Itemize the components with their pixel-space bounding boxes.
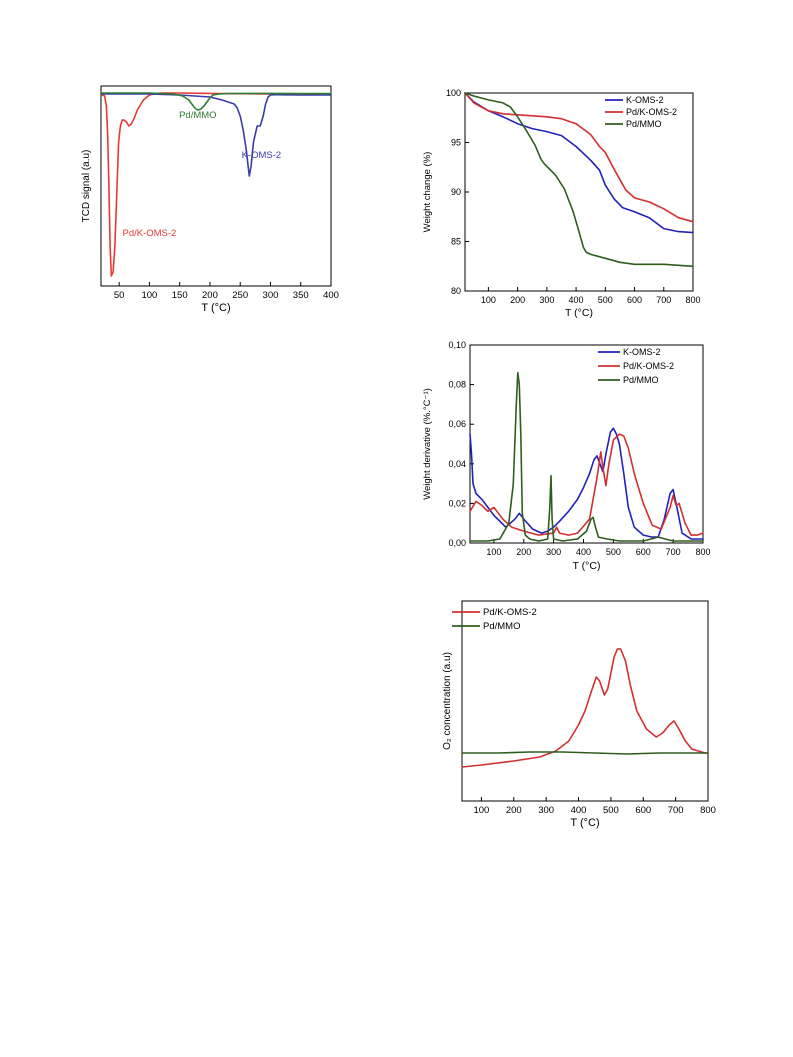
x-tick-label: 800 xyxy=(695,547,710,557)
x-tick-label: 200 xyxy=(516,547,531,557)
y-tick-label: 0,00 xyxy=(448,538,466,548)
legend-label: Pd/MMO xyxy=(623,375,659,385)
y-tick-label: 0,10 xyxy=(448,340,466,350)
y-tick-label: 100 xyxy=(446,88,461,98)
chart-tga: 100 200 300 400 500 600 700 800 80 85 90 95 100 T (°C… xyxy=(420,85,710,330)
x-tick-label: 350 xyxy=(293,290,309,301)
series-line-1 xyxy=(464,92,694,223)
legend-label: K-OMS-2 xyxy=(626,95,664,105)
y-tick-label: 90 xyxy=(451,187,461,197)
plot-frame xyxy=(461,600,709,802)
y-tick-label: 0,04 xyxy=(448,459,466,469)
x-axis-label: T (°C) xyxy=(573,560,601,572)
dtg-plot: 100 200 300 400 500 600 700 800 0,00 0,02 0,04 0,06… xyxy=(422,340,711,572)
x-tick-label: 500 xyxy=(606,547,621,557)
x-tick-label: 50 xyxy=(114,290,125,301)
chart-o2: 100 200 300 400 500 600 700 800 T (°C) O₂ concent… xyxy=(440,593,720,843)
x-axis-label: T (°C) xyxy=(570,817,599,829)
tpr-plot: 50 100 150 200 250 300 350 400 T (°C) TCD signal … xyxy=(81,85,339,314)
series-line-0 xyxy=(461,648,709,768)
x-tick-label: 300 xyxy=(539,295,554,305)
x-tick-label: 100 xyxy=(486,547,501,557)
x-tick-label: 700 xyxy=(666,547,681,557)
y-axis-label: Weight change (%) xyxy=(422,152,433,233)
series-line-2 xyxy=(469,371,704,542)
x-tick-label: 200 xyxy=(202,290,218,301)
y-tick-label: 85 xyxy=(451,237,461,247)
y-tick-label: 0,02 xyxy=(448,498,466,508)
series-line-1 xyxy=(469,433,704,536)
annotation-label: Pd/K-OMS-2 xyxy=(122,228,176,239)
legend-label: Pd/MMO xyxy=(626,119,662,129)
y-axis-label: Weight derivative (%.°C⁻¹) xyxy=(422,388,433,500)
y-axis-label: TCD signal (a.u) xyxy=(81,150,92,223)
x-tick-label: 400 xyxy=(569,295,584,305)
x-tick-label: 600 xyxy=(636,547,651,557)
x-tick-label: 600 xyxy=(635,805,651,816)
y-axis-label: O₂ concentration (a.u) xyxy=(442,652,453,750)
series-line-1 xyxy=(461,751,709,755)
x-tick-label: 300 xyxy=(538,805,554,816)
chart-dtg: 100 200 300 400 500 600 700 800 0,00 0,02 0,04 0,06… xyxy=(420,338,715,583)
x-tick-label: 250 xyxy=(232,290,248,301)
series-line-2 xyxy=(100,92,332,111)
series-line-0 xyxy=(464,92,694,234)
y-tick-label: 80 xyxy=(451,286,461,296)
chart-tpr: 50 100 150 200 250 300 350 400 T (°C) TCD signal … xyxy=(80,78,345,328)
x-tick-label: 600 xyxy=(627,295,642,305)
x-tick-label: 400 xyxy=(323,290,339,301)
x-tick-label: 300 xyxy=(546,547,561,557)
x-tick-label: 100 xyxy=(473,805,489,816)
annotation-label: Pd/MMO xyxy=(179,110,216,121)
x-tick-label: 200 xyxy=(506,805,522,816)
x-tick-label: 500 xyxy=(603,805,619,816)
y-tick-label: 0,06 xyxy=(448,419,466,429)
x-tick-label: 200 xyxy=(510,295,525,305)
plot-frame xyxy=(100,85,332,287)
x-tick-label: 700 xyxy=(656,295,671,305)
legend-label: Pd/MMO xyxy=(483,621,520,632)
tga-plot: 100 200 300 400 500 600 700 800 80 85 90 95 100 T (°C… xyxy=(422,88,701,319)
x-tick-label: 300 xyxy=(263,290,279,301)
x-tick-label: 800 xyxy=(685,295,700,305)
series-line-1 xyxy=(100,93,332,177)
legend-label: K-OMS-2 xyxy=(623,347,661,357)
x-tick-label: 700 xyxy=(668,805,684,816)
o2-plot: 100 200 300 400 500 600 700 800 T (°C) O₂ concent… xyxy=(442,600,716,829)
annotation-label: K-OMS-2 xyxy=(242,150,282,161)
legend-label: Pd/K-OMS-2 xyxy=(623,361,674,371)
x-tick-label: 500 xyxy=(598,295,613,305)
y-tick-label: 0,08 xyxy=(448,380,466,390)
x-tick-label: 800 xyxy=(700,805,716,816)
legend-label: Pd/K-OMS-2 xyxy=(626,107,677,117)
x-axis-label: T (°C) xyxy=(201,302,230,314)
x-tick-label: 100 xyxy=(141,290,157,301)
x-axis-label: T (°C) xyxy=(565,307,593,319)
series-line-2 xyxy=(464,92,694,268)
y-tick-label: 95 xyxy=(451,138,461,148)
x-tick-label: 400 xyxy=(576,547,591,557)
x-tick-label: 150 xyxy=(172,290,188,301)
x-tick-label: 400 xyxy=(571,805,587,816)
legend-label: Pd/K-OMS-2 xyxy=(483,607,537,618)
series-line-0 xyxy=(469,427,704,540)
x-tick-label: 100 xyxy=(481,295,496,305)
